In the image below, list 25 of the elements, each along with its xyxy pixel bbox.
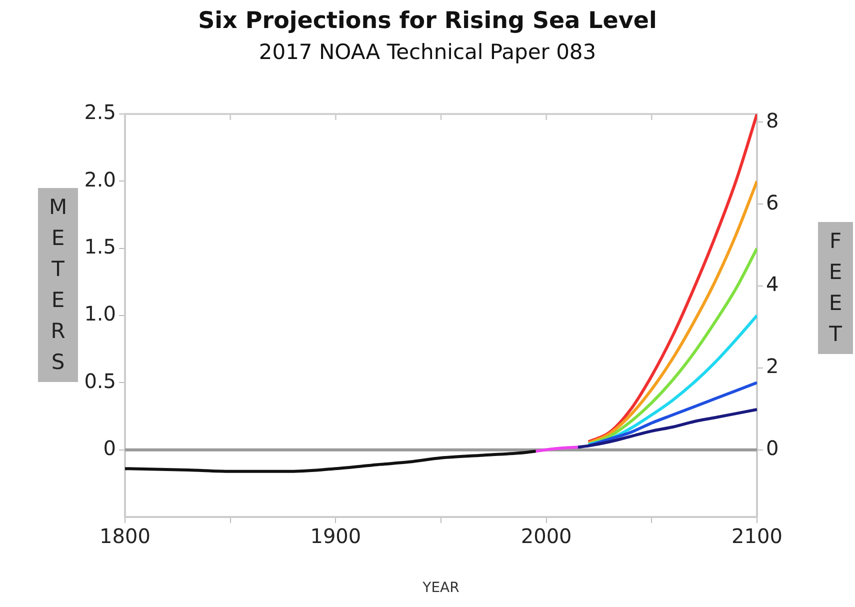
y2-tick-label: 0: [766, 436, 779, 460]
line-series: [586, 114, 757, 444]
line-series: [586, 246, 757, 446]
chart-title: Six Projections for Rising Sea Level: [197, 8, 658, 34]
y2-tick-label: 6: [766, 190, 779, 214]
y-tick-label: 2.5: [84, 100, 116, 124]
y-tick-label: 0: [103, 436, 116, 460]
x-tick-label: 1800: [100, 524, 150, 548]
y-tick-label: 1.0: [84, 302, 116, 326]
x-tick-label: 2100: [732, 524, 782, 548]
y2-axis-title: FEET: [828, 228, 844, 348]
line-series: [576, 408, 757, 449]
chart-subtitle: 2017 NOAA Technical Paper 083: [258, 40, 598, 64]
y-axis-title: METERS: [48, 194, 68, 376]
y2-tick-label: 8: [766, 108, 779, 132]
x-tick-label: 1900: [310, 524, 362, 548]
y2-tick-label: 4: [766, 272, 779, 296]
x-axis-title: YEAR: [422, 580, 460, 596]
line-series: [586, 180, 757, 445]
y-tick-label: 1.5: [84, 234, 116, 259]
x-tick-label: 2000: [520, 524, 572, 548]
line-series: [125, 450, 538, 473]
y-tick-label: 2.0: [84, 167, 116, 192]
y-tick-label: 0.5: [84, 368, 116, 393]
y2-tick-label: 2: [766, 354, 779, 378]
